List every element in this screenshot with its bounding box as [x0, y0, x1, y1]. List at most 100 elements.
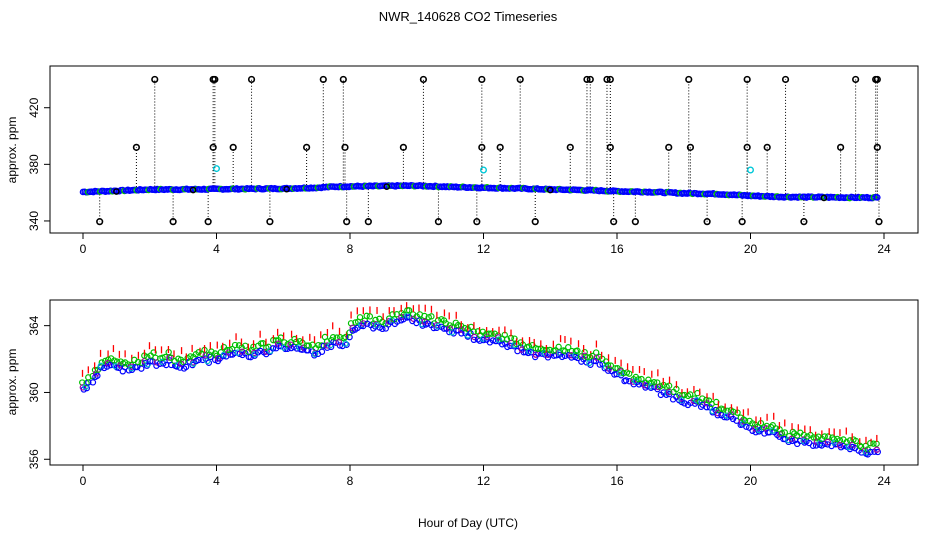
data-point — [867, 439, 874, 447]
data-point — [282, 345, 289, 353]
data-point — [836, 441, 844, 449]
data-point — [98, 359, 106, 366]
data-point — [144, 353, 151, 361]
spike-point — [516, 75, 524, 84]
y-tick-label: 340 — [27, 211, 41, 231]
data-point — [574, 354, 581, 362]
data-point — [309, 341, 316, 348]
data-point — [342, 340, 349, 347]
data-point — [555, 343, 562, 351]
x-tick-label: 20 — [744, 242, 758, 256]
spike-point — [531, 218, 539, 226]
spike-point — [229, 143, 237, 151]
spike-point — [873, 143, 881, 151]
spike-point — [685, 75, 693, 84]
spike-point — [703, 218, 711, 226]
data-point — [546, 186, 554, 194]
data-point — [189, 186, 197, 194]
x-axis-label: Hour of Day (UTC) — [418, 516, 518, 530]
spike-point — [343, 218, 351, 226]
top-data-points — [79, 75, 883, 226]
data-point — [824, 438, 831, 446]
data-point — [311, 350, 319, 358]
data-point — [730, 408, 737, 415]
data-point — [558, 353, 566, 361]
data-point — [809, 442, 817, 449]
spike-point — [781, 75, 790, 84]
data-point — [852, 437, 860, 445]
data-point — [507, 342, 514, 350]
data-point — [804, 433, 811, 440]
spike-point — [743, 143, 751, 151]
spike-point — [743, 75, 751, 84]
data-point — [284, 340, 291, 348]
data-point — [242, 350, 249, 357]
data-point — [720, 406, 727, 413]
data-point — [467, 330, 474, 337]
spike-point — [583, 75, 591, 84]
data-point — [176, 364, 184, 371]
spike-point — [478, 75, 486, 84]
data-point — [635, 376, 642, 383]
data-point — [195, 349, 202, 356]
spike-point — [603, 75, 611, 84]
y-tick-label: 364 — [27, 315, 41, 335]
data-point — [785, 436, 792, 444]
data-point — [491, 330, 498, 337]
data-point — [830, 436, 838, 443]
data-point — [277, 342, 285, 350]
data-point — [867, 448, 874, 456]
data-point — [257, 347, 264, 355]
data-point — [79, 384, 87, 391]
data-point — [393, 318, 401, 325]
data-point — [647, 379, 654, 386]
spike-point — [204, 218, 212, 226]
data-point — [629, 378, 637, 385]
data-point — [778, 430, 786, 437]
data-point — [874, 194, 881, 201]
data-point — [458, 330, 465, 337]
data-point — [873, 446, 880, 453]
spike-point — [496, 143, 504, 151]
bottom-x-axis: 0 4 8 12 16 20 24 — [80, 464, 891, 488]
data-point — [364, 320, 371, 327]
data-point — [565, 344, 572, 351]
data-point — [231, 341, 239, 349]
data-point — [741, 417, 749, 424]
top-y-axis: 340 380 420 — [27, 97, 51, 231]
data-point — [335, 338, 343, 346]
data-point — [352, 319, 359, 326]
spike-point — [473, 218, 481, 226]
data-point — [343, 341, 350, 348]
spike-point — [852, 75, 860, 84]
spike-point — [266, 218, 274, 226]
spike-point — [566, 143, 574, 151]
data-point — [138, 359, 145, 366]
data-point — [405, 307, 413, 314]
data-point — [204, 357, 211, 365]
data-point — [182, 363, 190, 371]
data-point — [150, 349, 157, 356]
cyan-point — [747, 166, 755, 174]
top-x-axis: 0 4 8 12 16 20 24 — [80, 232, 891, 256]
data-point — [781, 429, 789, 436]
y-tick-label: 420 — [27, 97, 41, 117]
data-point — [681, 400, 688, 407]
figure-title: NWR_140628 CO2 Timeseries — [379, 9, 558, 24]
data-point — [159, 358, 166, 366]
data-point — [665, 388, 673, 396]
data-point — [709, 407, 716, 415]
data-point — [94, 372, 101, 379]
data-point — [488, 330, 495, 337]
spike-point — [738, 218, 746, 226]
spike-point — [665, 143, 673, 151]
data-point — [195, 356, 202, 364]
data-point — [656, 383, 664, 390]
data-point — [269, 345, 277, 352]
data-point — [435, 322, 442, 330]
x-tick-label: 12 — [477, 242, 491, 256]
data-point — [421, 312, 428, 320]
data-point — [617, 370, 624, 377]
bottom-y-axis: 356 360 364 — [27, 315, 51, 469]
